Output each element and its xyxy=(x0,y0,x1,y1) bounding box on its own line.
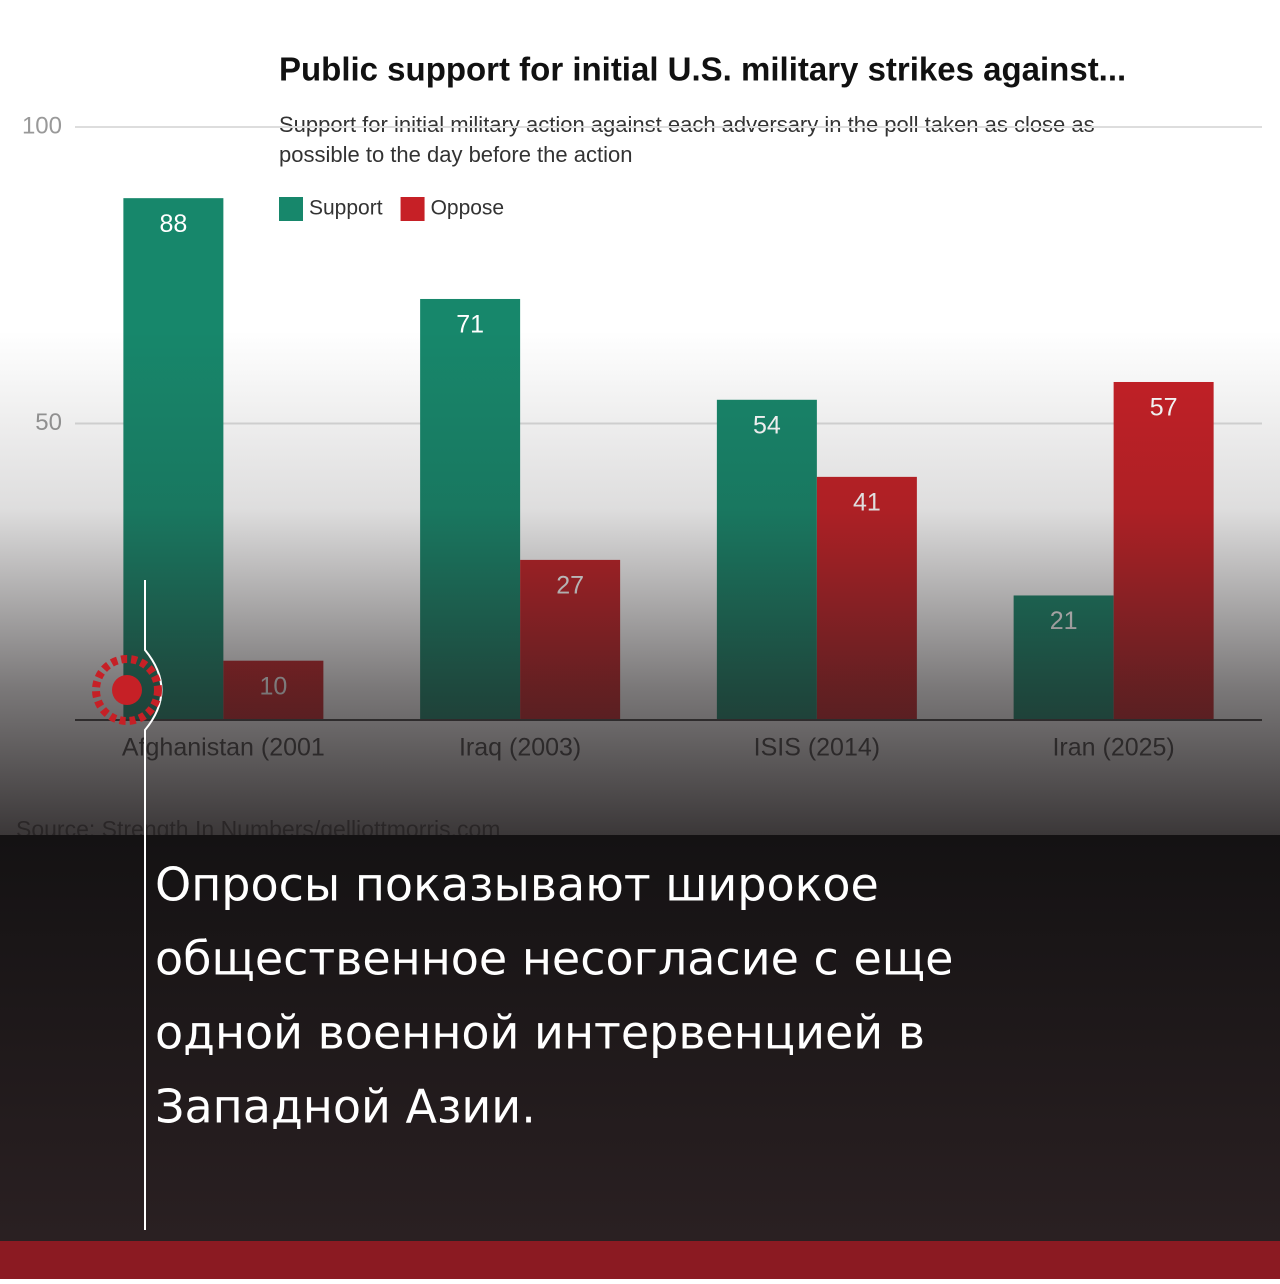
caption-panel xyxy=(0,835,1280,1241)
headline-line: одной военной интервенцией в xyxy=(155,1006,925,1060)
legend-label: Oppose xyxy=(431,197,505,220)
legend-label: Support xyxy=(309,197,383,220)
legend-swatch xyxy=(279,197,303,221)
chart-title: Public support for initial U.S. military… xyxy=(279,51,1126,88)
headline: Опросы показывают широкое общественное не… xyxy=(155,858,953,1134)
logo xyxy=(92,655,162,725)
chart-subtitle: possible to the day before the action xyxy=(279,142,632,167)
headline-line: общественное несогласие с еще xyxy=(155,932,953,986)
footer-bar xyxy=(0,1241,1280,1279)
y-tick-label: 100 xyxy=(22,112,62,139)
headline-line: Западной Азии. xyxy=(155,1080,536,1134)
overlay xyxy=(0,330,1280,840)
legend-swatch xyxy=(400,197,425,221)
headline-line: Опросы показывают широкое xyxy=(155,858,879,912)
chart-subtitle: Support for initial military action agai… xyxy=(279,112,1095,137)
value-label: 88 xyxy=(159,210,187,238)
